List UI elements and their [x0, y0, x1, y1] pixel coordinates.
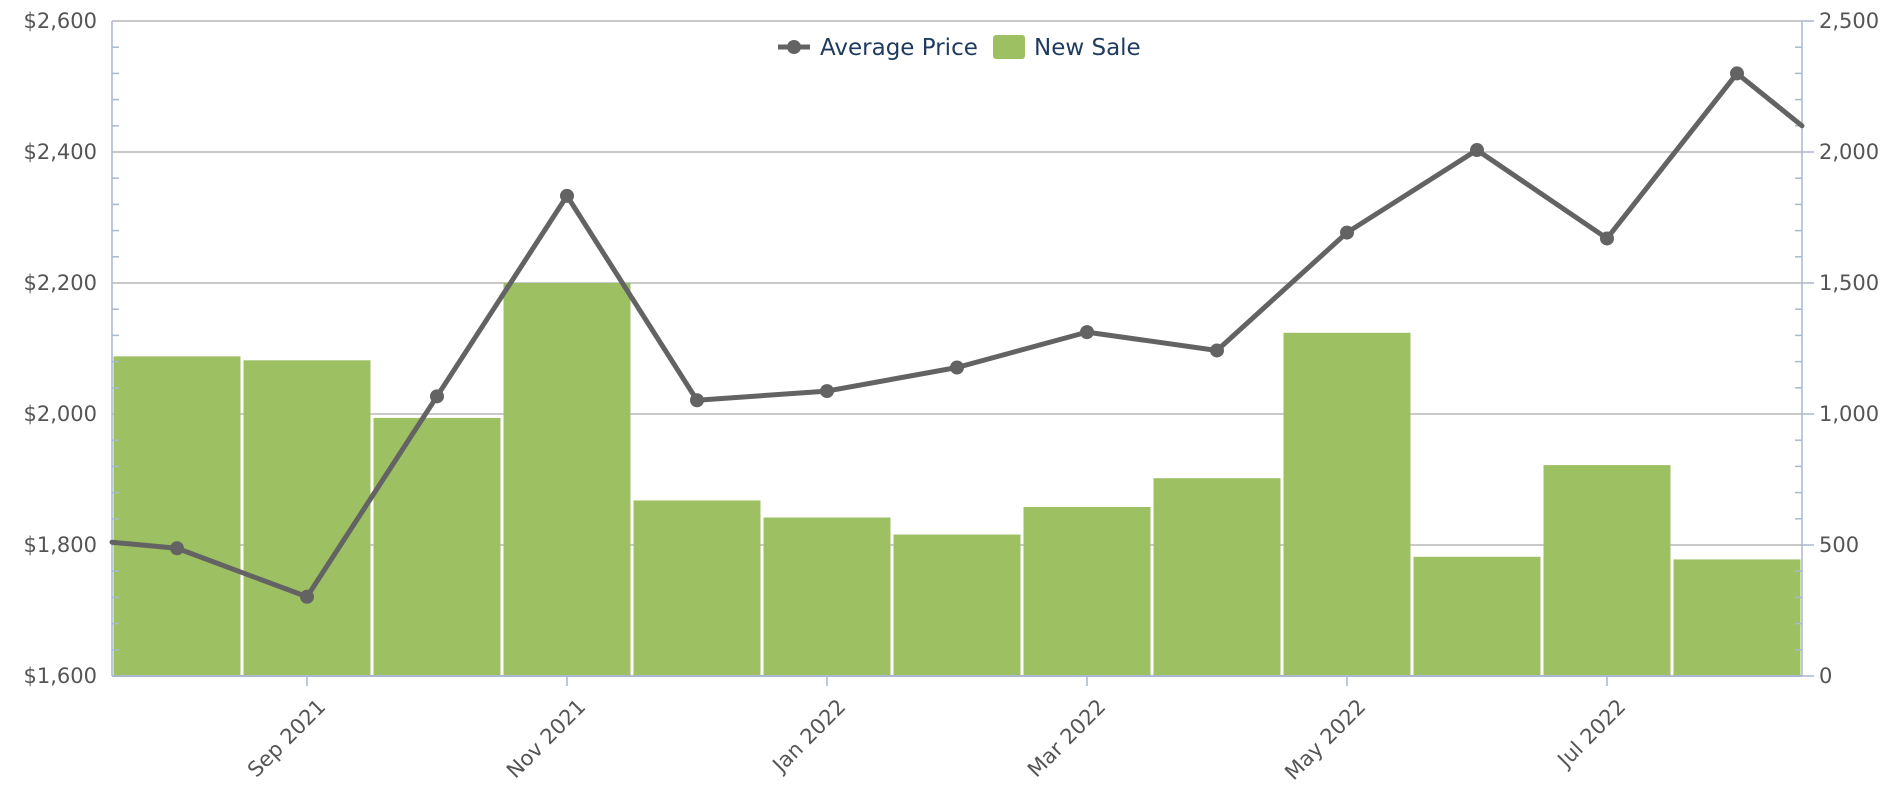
- y-right-tick-label: 500: [1819, 533, 1859, 557]
- y-right-tick-label: 1,000: [1819, 402, 1879, 426]
- y-right-tick-label: 1,500: [1819, 271, 1879, 295]
- legend-bar-swatch: [993, 35, 1025, 59]
- new-sale-bars: [113, 283, 1801, 676]
- bar-new-sale: [1283, 332, 1411, 676]
- average-price-point: [1340, 225, 1354, 240]
- x-tick-label: Jan 2022: [767, 694, 851, 778]
- bar-new-sale: [1023, 507, 1151, 676]
- average-price-point: [560, 188, 574, 203]
- average-price-line: [109, 66, 1805, 604]
- average-price-point: [1470, 143, 1484, 158]
- bar-new-sale: [503, 283, 631, 676]
- y-left-tick-label: $1,800: [24, 533, 97, 557]
- bar-new-sale: [763, 517, 891, 676]
- average-price-point: [950, 360, 964, 375]
- average-price-point: [430, 389, 444, 404]
- x-axis-labels: Sep 2021 Nov 2021 Jan 2022 Mar 2022 May 2022…: [243, 694, 1630, 784]
- y-right-tick-label: 2,000: [1819, 140, 1879, 164]
- bar-new-sale: [633, 500, 761, 676]
- y-axis-left-labels: $1,600 $1,800 $2,000 $2,200 $2,400 $2,600: [24, 9, 97, 688]
- x-tick-label: Nov 2021: [502, 694, 590, 782]
- average-price-point: [1600, 231, 1614, 246]
- bar-new-sale: [1413, 556, 1541, 676]
- y-left-tick-label: $2,200: [24, 271, 97, 295]
- average-price-point: [820, 384, 834, 399]
- average-price-point: [690, 393, 704, 408]
- y-axis-right-labels: 0 500 1,000 1,500 2,000 2,500: [1819, 9, 1879, 688]
- legend-line-marker: [787, 40, 801, 54]
- y-right-tick-label: 0: [1819, 664, 1832, 688]
- y-left-tick-label: $1,600: [24, 664, 97, 688]
- average-price-point: [1730, 66, 1744, 81]
- x-tick-label: Mar 2022: [1023, 694, 1111, 782]
- y-left-tick-label: $2,000: [24, 402, 97, 426]
- bar-new-sale: [113, 356, 241, 676]
- bar-new-sale: [1153, 478, 1281, 676]
- x-tick-label: Jul 2022: [1552, 694, 1631, 773]
- average-price-point: [300, 589, 314, 604]
- y-left-tick-label: $2,400: [24, 140, 97, 164]
- bar-new-sale: [1543, 465, 1671, 676]
- average-price-point: [170, 541, 184, 556]
- axes: [111, 20, 1814, 686]
- y-right-tick-label: 2,500: [1819, 9, 1879, 33]
- y-left-tick-label: $2,600: [24, 9, 97, 33]
- bar-new-sale: [243, 360, 371, 676]
- x-tick-label: Sep 2021: [243, 694, 330, 781]
- bar-new-sale: [1673, 559, 1801, 676]
- x-tick-label: May 2022: [1280, 694, 1370, 784]
- legend: Average Price New Sale: [778, 35, 1141, 61]
- average-price-point: [1080, 325, 1094, 340]
- average-price-point: [1210, 343, 1224, 358]
- legend-label-new-sale: New Sale: [1034, 35, 1141, 61]
- bar-new-sale: [373, 417, 501, 676]
- legend-label-average-price: Average Price: [820, 35, 978, 61]
- bar-new-sale: [893, 534, 1021, 676]
